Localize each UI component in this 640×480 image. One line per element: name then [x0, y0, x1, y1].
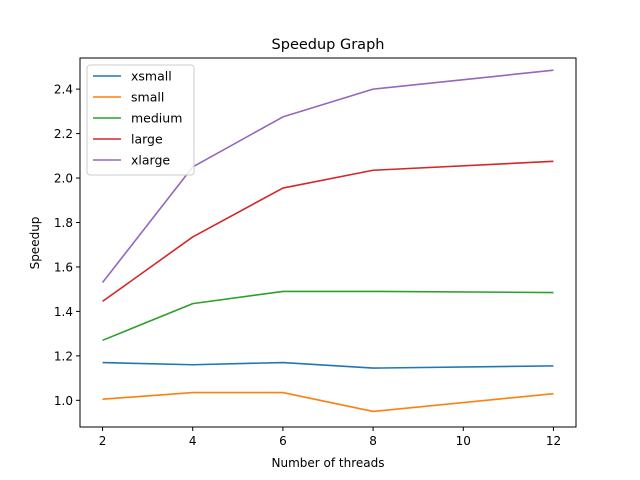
y-tick-label: 1.8 [54, 216, 73, 230]
legend-label-medium: medium [131, 111, 182, 126]
legend-label-xsmall: xsmall [131, 69, 172, 84]
legend-box [86, 64, 195, 176]
x-axis: 2 4 6 8 10 12 [99, 427, 561, 448]
y-tick-label: 2.0 [54, 172, 73, 186]
legend-label-small: small [131, 90, 164, 105]
x-tick-label: 10 [456, 434, 471, 448]
axes-frame [79, 57, 577, 428]
y-tick-label: 2.4 [54, 83, 73, 97]
x-tick-label: 8 [369, 434, 377, 448]
series-line-small [102, 391, 554, 413]
series-line-xlarge [101, 69, 554, 284]
legend-label-large: large [131, 132, 163, 147]
plot-area [101, 69, 554, 413]
series-line-xsmall [102, 361, 554, 369]
x-tick-label: 4 [189, 434, 197, 448]
y-axis: 1.0 1.2 1.4 1.6 1.8 2.0 2.2 2.4 [54, 83, 80, 408]
x-axis-title: Number of threads [272, 456, 385, 470]
y-tick-label: 1.2 [54, 349, 73, 363]
series-line-medium [102, 290, 554, 342]
y-tick-label: 1.0 [54, 394, 73, 408]
legend-label-xlarge: xlarge [131, 153, 170, 168]
legend: xsmall small medium large xlarge [86, 64, 195, 176]
chart-title: Speedup Graph [272, 37, 385, 53]
x-tick-label: 12 [546, 434, 561, 448]
x-tick-label: 6 [279, 434, 287, 448]
y-tick-label: 1.4 [54, 305, 73, 319]
y-tick-label: 1.6 [54, 260, 73, 274]
x-tick-label: 2 [99, 434, 107, 448]
series-line-large [102, 160, 554, 303]
y-axis-title: Speedup [28, 217, 42, 270]
y-tick-label: 2.2 [54, 127, 73, 141]
